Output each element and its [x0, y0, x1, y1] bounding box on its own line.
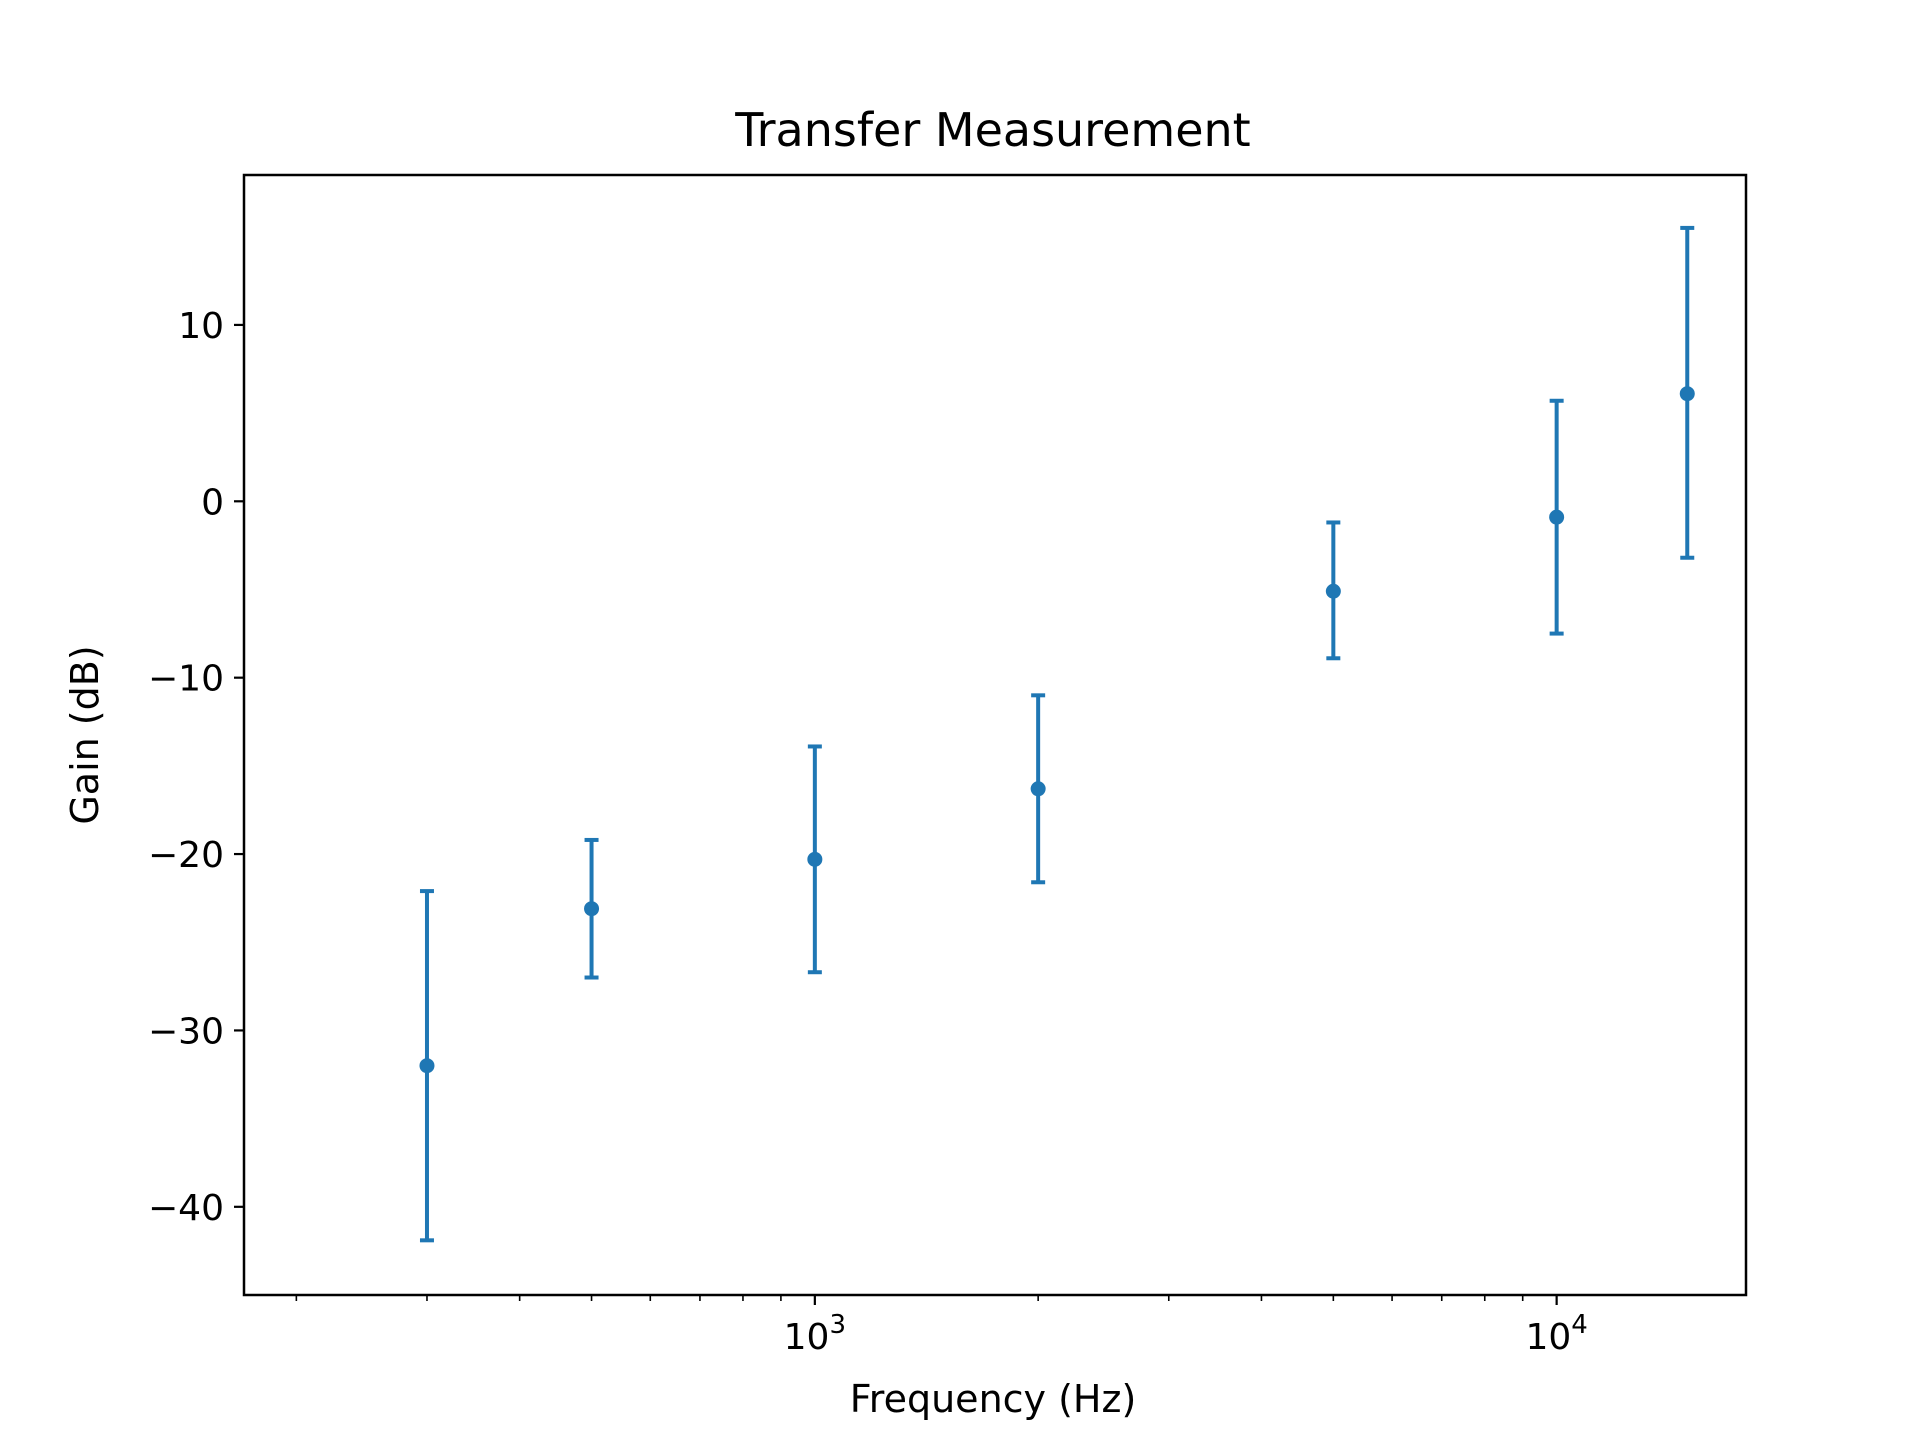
- chart-title: Transfer Measurement: [734, 103, 1250, 157]
- x-axis: 103 104: [295, 1295, 1588, 1358]
- plot-frame: [242, 173, 1748, 1297]
- x-tick-label: 104: [1525, 1310, 1587, 1358]
- plot-area: [419, 225, 1695, 1243]
- data-point: [1030, 781, 1046, 797]
- data-point: [419, 1058, 435, 1074]
- data-point: [1679, 386, 1695, 402]
- y-tick-label: −20: [148, 835, 224, 876]
- y-tick-label: 10: [178, 306, 224, 347]
- y-tick-label: −30: [148, 1011, 224, 1052]
- y-axis: 10 0 −10 −20 −30 −40: [148, 306, 244, 1229]
- x-tick-label-base: 10: [1525, 1317, 1571, 1358]
- data-point: [807, 851, 823, 867]
- x-tick-label-base: 10: [784, 1317, 830, 1358]
- y-tick-label: 0: [201, 482, 224, 523]
- data-point: [1325, 583, 1341, 599]
- x-axis-label: Frequency (Hz): [850, 1377, 1137, 1421]
- y-tick-label: −10: [148, 659, 224, 700]
- x-tick-label: 103: [784, 1310, 846, 1358]
- x-tick-label-exponent: 4: [1571, 1310, 1588, 1340]
- data-point: [584, 901, 600, 917]
- x-tick-label-exponent: 3: [829, 1310, 846, 1340]
- y-tick-label: −40: [148, 1188, 224, 1229]
- y-axis-label: Gain (dB): [63, 645, 107, 824]
- data-point: [1549, 509, 1565, 525]
